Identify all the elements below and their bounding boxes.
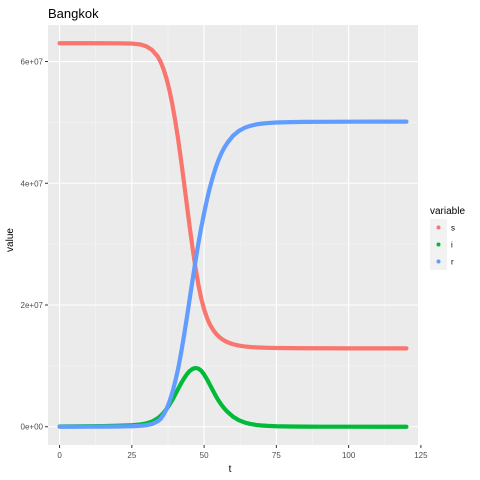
legend-label: r bbox=[451, 258, 454, 267]
y-tick-label: 6e+07 bbox=[21, 58, 44, 67]
grid-minor bbox=[48, 25, 418, 445]
legend-title: variable bbox=[430, 206, 465, 217]
legend-swatch bbox=[436, 259, 441, 264]
y-tick-label: 4e+07 bbox=[21, 179, 44, 188]
series-line-s bbox=[57, 41, 409, 351]
x-tick-label: 25 bbox=[127, 451, 136, 460]
y-axis-title: value bbox=[5, 228, 16, 252]
legend-item-s: s bbox=[430, 219, 455, 236]
legend-swatch bbox=[436, 242, 441, 247]
plot-panel bbox=[48, 25, 418, 445]
series-layer bbox=[57, 41, 409, 429]
legend-items: sir bbox=[430, 219, 455, 270]
x-axis: 0 25 50 75 100 125 bbox=[57, 445, 428, 460]
legend: variable sir bbox=[430, 206, 465, 270]
legend-item-r: r bbox=[430, 253, 454, 270]
legend-label: i bbox=[451, 241, 453, 250]
y-tick-label: 2e+07 bbox=[21, 301, 44, 310]
series-line-i bbox=[57, 365, 409, 429]
series-line-r bbox=[57, 119, 409, 429]
x-tick-label: 50 bbox=[200, 451, 209, 460]
y-axis: 0e+00 2e+07 4e+07 6e+07 bbox=[21, 58, 48, 432]
x-tick-label: 75 bbox=[272, 451, 281, 460]
legend-label: s bbox=[451, 224, 455, 233]
legend-item-i: i bbox=[430, 236, 453, 253]
x-tick-label: 100 bbox=[342, 451, 356, 460]
legend-swatch bbox=[436, 225, 441, 230]
x-tick-label: 125 bbox=[414, 451, 428, 460]
x-axis-title: t bbox=[229, 464, 232, 475]
x-tick-label: 0 bbox=[57, 451, 62, 460]
chart-title: Bangkok bbox=[48, 6, 99, 21]
y-tick-label: 0e+00 bbox=[21, 423, 44, 432]
